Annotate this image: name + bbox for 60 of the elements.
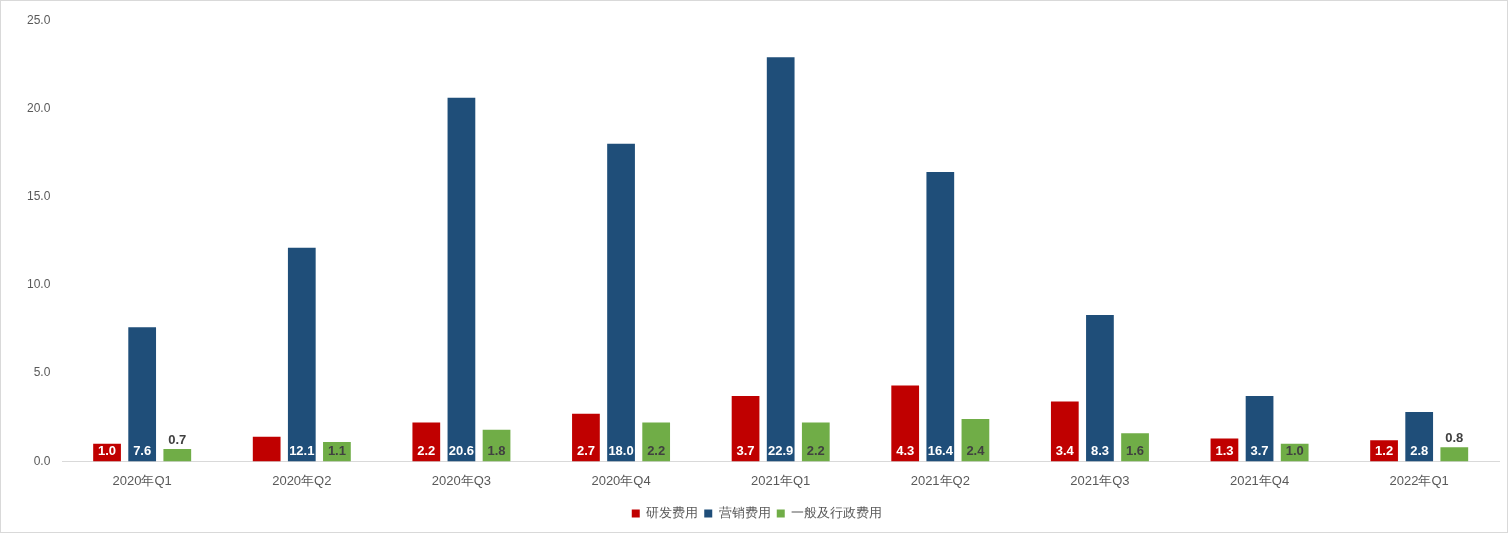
bar [1050,401,1079,462]
y-tick-label: 25.0 [27,12,51,27]
bar [163,449,192,462]
bar [891,385,920,462]
data-label: 1.0 [98,442,117,458]
x-tick-label: 2021年Q3 [1070,472,1130,488]
y-tick-label: 10.0 [27,277,51,292]
x-tick-label: 2020年Q1 [112,472,172,488]
y-tick-label: 15.0 [27,188,51,203]
bar [1245,396,1274,462]
data-label: 1.6 [1126,442,1145,458]
data-label: 0.7 [168,431,187,447]
data-label: 20.6 [448,442,475,458]
bar [447,97,476,462]
x-tick-label: 2022年Q1 [1389,472,1449,488]
data-label: 12.1 [289,442,315,458]
legend-label: 一般及行政费用 [791,505,883,521]
x-tick-label: 2021年Q1 [751,472,811,488]
data-label: 3.7 [736,442,755,458]
bar [128,327,157,462]
data-label: 3.7 [1250,442,1269,458]
bar [926,171,955,462]
bar [766,57,795,462]
x-tick-label: 2021年Q2 [910,472,970,488]
x-tick-label: 2020年Q2 [272,472,332,488]
data-label: 1.1 [327,442,346,458]
data-label: 7.6 [133,442,152,458]
data-label: 2.7 [576,442,595,458]
data-label: 1.0 [1285,442,1304,458]
data-label: 2.8 [1410,442,1429,458]
data-label: 1.3 [1215,442,1234,458]
data-label: 1.2 [1375,442,1394,458]
bar [731,396,760,462]
bar [572,413,600,462]
y-tick-label: 0.0 [33,453,51,468]
bar [287,247,316,462]
bar [1440,447,1469,462]
data-label: 1.8 [487,442,506,458]
y-tick-label: 20.0 [27,100,51,115]
bar [1405,411,1434,462]
data-label: 2.2 [417,442,436,458]
x-tick-label: 2020年Q4 [591,472,651,488]
data-label: 3.4 [1055,442,1075,458]
bar [1086,314,1114,462]
x-tick-label: 2021年Q4 [1229,472,1290,488]
data-label: 2.4 [966,442,986,458]
legend-label: 营销费用 [718,505,771,521]
y-tick-label: 5.0 [33,365,51,380]
data-label: 2.2 [647,442,666,458]
legend-label: 研发费用 [646,505,699,521]
data-label: 2.2 [806,442,825,458]
data-label: 0.8 [1445,429,1464,445]
bar [607,143,635,462]
data-label: 8.3 [1090,442,1109,458]
data-label: 22.9 [768,442,794,458]
bar [252,436,281,462]
data-label: 18.0 [608,442,634,458]
data-label: 4.3 [896,442,915,458]
data-label: 16.4 [927,442,954,458]
x-tick-label: 2020年Q3 [431,472,492,488]
